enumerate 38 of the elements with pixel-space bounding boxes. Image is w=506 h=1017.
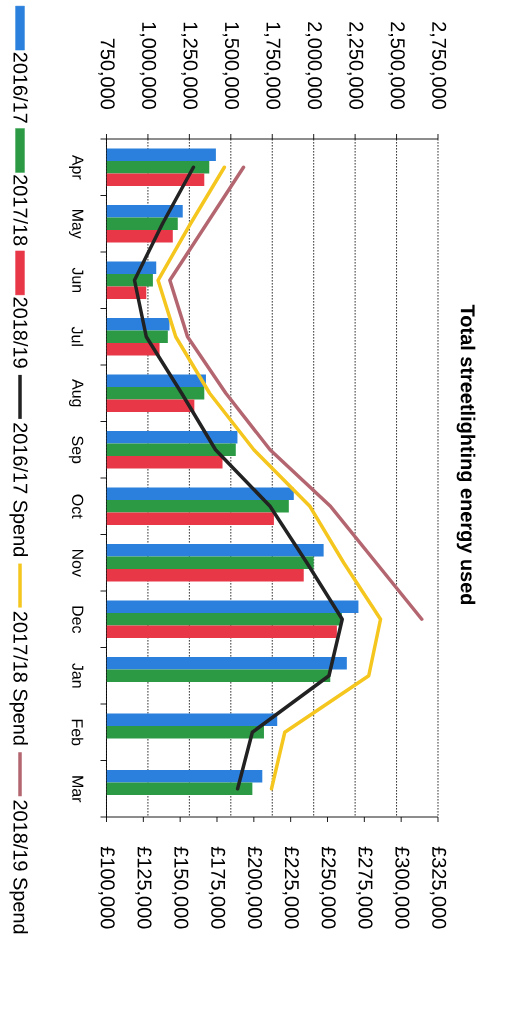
legend-label: 2018/19 bbox=[13, 297, 28, 368]
x-tick-label: 1,500,000 bbox=[222, 22, 240, 110]
y-tick-label: Dec bbox=[72, 606, 84, 634]
text: Total streetlighting energy used bbox=[456, 304, 476, 605]
y-tick-label: Mar bbox=[72, 776, 84, 803]
x-tick-label: 2,250,000 bbox=[346, 22, 364, 110]
x-tick-label: 750,000 bbox=[98, 38, 115, 110]
legend-label: 2016/17 bbox=[13, 52, 28, 123]
x2-tick-label: £225,000 bbox=[282, 846, 299, 929]
x2-tick-label: £275,000 bbox=[356, 846, 373, 929]
x-tick-label: 2,750,000 bbox=[429, 22, 447, 110]
y-tick-label: Nov bbox=[72, 549, 84, 577]
legend-label: 2018/19 Spend bbox=[9, 800, 28, 934]
legend-label: 2017/18 Spend bbox=[9, 611, 28, 745]
legend-label: 2017/18 bbox=[13, 175, 28, 246]
y-tick-label: Jun bbox=[72, 267, 84, 293]
y-tick-label: May bbox=[69, 210, 84, 239]
x2-tick-label: £200,000 bbox=[245, 846, 263, 929]
x2-tick-label: £150,000 bbox=[171, 846, 189, 929]
x2-tick-label: £125,000 bbox=[135, 846, 152, 929]
x2-tick-label: £325,000 bbox=[429, 846, 447, 929]
legend-label: 2016/17 Spend bbox=[9, 423, 28, 556]
y-tick-label: Jan bbox=[72, 663, 84, 688]
x-tick-label: 1,750,000 bbox=[264, 22, 281, 110]
y-tick-label: Feb bbox=[71, 719, 84, 746]
x2-tick-label: £300,000 bbox=[392, 846, 410, 929]
x2-tick-label: £175,000 bbox=[208, 846, 226, 929]
y-tick-label: Jul bbox=[71, 326, 84, 346]
x2-tick-label: £250,000 bbox=[319, 846, 336, 929]
y-tick-label: Aug bbox=[69, 379, 84, 407]
x-tick-label: 2,500,000 bbox=[388, 22, 405, 110]
y-tick-label: Oct bbox=[72, 494, 84, 519]
x-tick-label: 1,000,000 bbox=[139, 22, 157, 110]
y-tick-label: Apr bbox=[69, 154, 84, 180]
x-tick-label: 2,000,000 bbox=[305, 22, 322, 110]
x2-tick-label: £100,000 bbox=[98, 846, 115, 929]
y-tick-label: Sep bbox=[68, 436, 84, 464]
x-tick-label: 1,250,000 bbox=[181, 22, 198, 110]
